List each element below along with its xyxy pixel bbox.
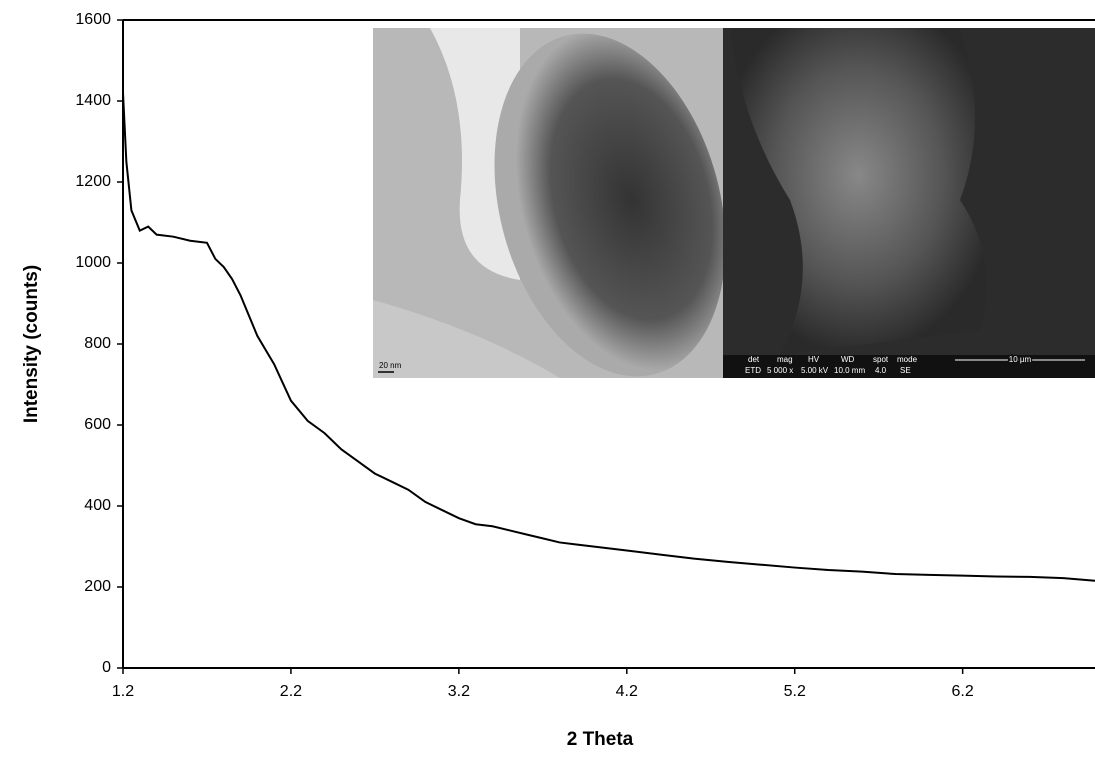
y-tick-label: 800	[84, 335, 111, 352]
x-tick-label: 6.2	[952, 683, 974, 700]
info-value: 5 000 x	[767, 366, 793, 375]
info-value: ETD	[745, 366, 761, 375]
x-axis-title: 2 Theta	[567, 729, 634, 750]
info-label: HV	[808, 355, 820, 364]
y-tick-label: 1000	[75, 254, 111, 271]
y-tick-label: 200	[84, 578, 111, 595]
info-value: SE	[900, 366, 911, 375]
info-label: det	[748, 355, 760, 364]
sem-image: det mag HV WD spot mode ETD 5 000 x 5.00…	[723, 28, 1095, 378]
y-tick-label: 1400	[75, 92, 111, 109]
info-label: mag	[777, 355, 793, 364]
x-tick-label: 4.2	[616, 683, 638, 700]
scale-label: 20 nm	[379, 361, 402, 370]
y-tick-label: 1200	[75, 173, 111, 190]
tem-image: 20 nm	[373, 28, 726, 378]
x-tick-label: 5.2	[784, 683, 806, 700]
info-value: 10.0 mm	[834, 366, 865, 375]
sem-info: det mag HV WD spot mode ETD 5 000 x 5.00…	[745, 354, 1085, 375]
x-tick-label: 1.2	[112, 683, 134, 700]
info-value: 4.0	[875, 366, 887, 375]
x-tick-label: 2.2	[280, 683, 302, 700]
info-value: 5.00 kV	[801, 366, 829, 375]
x-tick-label: 3.2	[448, 683, 470, 700]
y-tick-label: 600	[84, 416, 111, 433]
info-label: spot	[873, 355, 889, 364]
y-tick-label: 1600	[75, 11, 111, 28]
y-tick-label: 400	[84, 497, 111, 514]
y-axis-title: Intensity (counts)	[21, 265, 42, 423]
info-label: WD	[841, 355, 855, 364]
scale-label: 10 µm	[1009, 355, 1032, 364]
y-tick-label: 0	[102, 659, 111, 676]
info-label: mode	[897, 355, 918, 364]
data-line	[122, 92, 1095, 582]
